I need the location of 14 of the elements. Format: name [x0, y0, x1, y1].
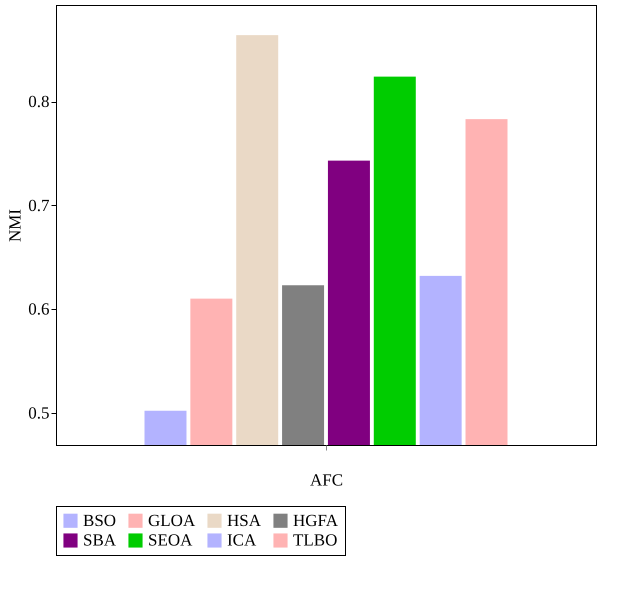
legend-label: BSO	[83, 510, 116, 530]
y-tick-label: 0.7	[28, 196, 50, 215]
legend-label: HSA	[227, 510, 262, 530]
legend-label: SEOA	[148, 530, 194, 550]
legend-label: SBA	[83, 530, 117, 550]
y-tick-label: 0.8	[28, 92, 50, 112]
x-axis-title: AFC	[310, 470, 344, 490]
legend-label: TLBO	[293, 530, 338, 550]
legend-label: HGFA	[293, 510, 339, 530]
legend-label: ICA	[227, 530, 257, 550]
y-tick-label: 0.6	[28, 300, 50, 319]
y-tick-label: 0.5	[28, 403, 50, 422]
legend-label: GLOA	[148, 510, 196, 530]
y-axis-title: NMI	[5, 208, 24, 242]
